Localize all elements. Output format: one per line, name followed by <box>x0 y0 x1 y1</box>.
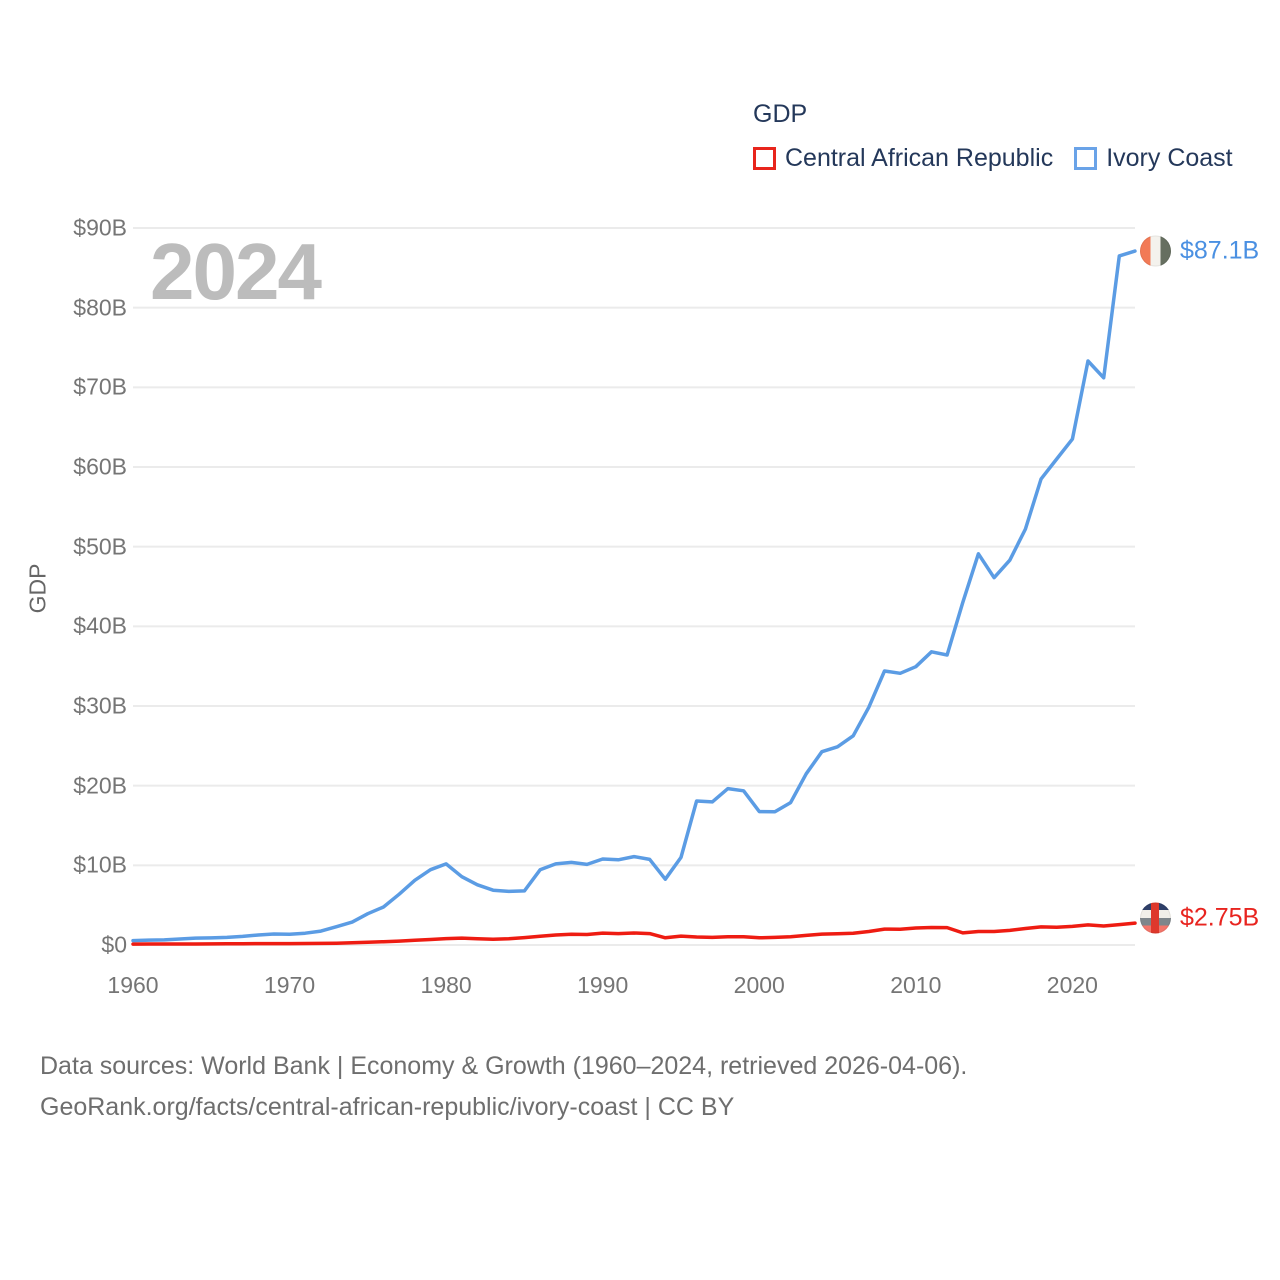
central-african-republic-swatch-icon <box>753 147 776 170</box>
legend-item-ivory-coast[interactable]: Ivory Coast <box>1074 144 1233 173</box>
central-african-republic-end-label: $2.75B <box>1140 902 1260 934</box>
y-tick-label: $50B <box>73 533 127 560</box>
y-tick-label: $70B <box>73 373 127 400</box>
x-tick-label: 2010 <box>890 972 942 998</box>
x-tick-label: 1990 <box>577 972 629 998</box>
central-african-republic-end-value: $2.75B <box>1180 903 1260 932</box>
ivory-coast-end-value: $87.1B <box>1180 236 1260 265</box>
legend-label: Central African Republic <box>785 144 1054 172</box>
y-tick-label: $0 <box>101 931 127 958</box>
x-tick-label: 1980 <box>420 972 472 998</box>
ivory-coast-end-label: $87.1B <box>1140 235 1260 267</box>
y-tick-label: $30B <box>73 692 127 719</box>
y-tick-label: $90B <box>73 214 127 241</box>
y-tick-label: $40B <box>73 612 127 639</box>
footer-data-sources: Data sources: World Bank | Economy & Gro… <box>40 1052 968 1080</box>
line-ivory-coast[interactable] <box>131 249 1137 943</box>
legend: GDP Central African Republic Ivory Coast <box>753 100 1233 173</box>
legend-item-central-african-republic[interactable]: Central African Republic <box>753 144 1053 173</box>
ivory-coast-swatch-icon <box>1074 147 1098 170</box>
x-tick-label: 1960 <box>107 972 159 998</box>
year-watermark: 2024 <box>150 227 322 316</box>
y-axis-title: GDP <box>24 563 51 614</box>
legend-items: Central African Republic Ivory Coast <box>753 144 1233 173</box>
x-tick-label: 2000 <box>733 972 785 998</box>
footer: Data sources: World Bank | Economy & Gro… <box>40 1046 967 1128</box>
x-tick-label: 2020 <box>1046 972 1098 998</box>
footer-attribution: GeoRank.org/facts/central-african-republ… <box>40 1093 735 1121</box>
ivory-coast-flag-icon <box>1140 235 1171 267</box>
y-tick-label: $80B <box>73 294 127 321</box>
y-tick-label: $20B <box>73 772 127 799</box>
legend-label: Ivory Coast <box>1106 144 1233 172</box>
y-tick-label: $60B <box>73 453 127 480</box>
central-african-republic-flag-icon <box>1140 902 1171 934</box>
x-tick-label: 1970 <box>263 972 316 998</box>
legend-title: GDP <box>753 100 808 128</box>
line-central-african-republic[interactable] <box>131 921 1137 946</box>
y-tick-label: $10B <box>73 851 127 878</box>
